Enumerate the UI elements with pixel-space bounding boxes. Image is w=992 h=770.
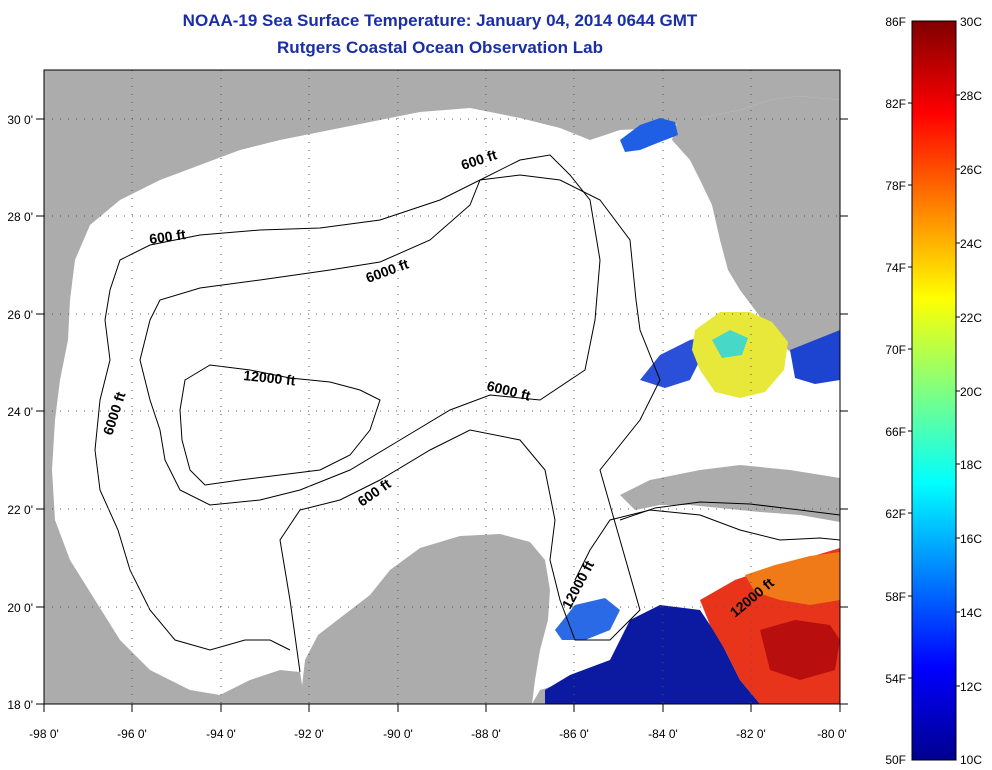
colorbar-label-c: 16C: [960, 532, 982, 546]
sst-patch-caribbean-orange: [745, 552, 840, 605]
colorbar-label-f: 58F: [885, 590, 906, 604]
colorbar-label-f: 78F: [885, 179, 906, 193]
sst-patch-caribbean-navy: [545, 605, 760, 704]
lat-label: 22 0': [7, 503, 33, 517]
contour-12000ft: [179, 364, 381, 486]
colorbar-label-c: 24C: [960, 237, 982, 251]
colorbar-label-f: 62F: [885, 507, 906, 521]
colorbar-ticks: [908, 94, 960, 687]
contour-6000ft: [139, 154, 601, 506]
contour-label: 600 ft: [148, 226, 187, 247]
land-florida: [672, 96, 840, 360]
lon-label: -84 0': [648, 727, 678, 741]
colorbar-label-c: 30C: [960, 15, 982, 29]
lon-label: -92 0': [294, 727, 324, 741]
bathymetry-contours: [94, 154, 840, 673]
lon-label: -80 0': [817, 727, 847, 741]
sst-patch-florida-cyan: [712, 330, 748, 358]
colorbar-label-f: 66F: [885, 425, 906, 439]
lon-label: -94 0': [206, 727, 236, 741]
lat-label: 24 0': [7, 405, 33, 419]
lon-label: -88 0': [471, 727, 501, 741]
colorbar-label-c: 26C: [960, 163, 982, 177]
land-mainland-west: [44, 70, 840, 704]
colorbar-label-c: 28C: [960, 89, 982, 103]
sst-patch-caribbean-darkred: [760, 620, 840, 680]
sst-patch-keys-blue: [790, 330, 840, 384]
lat-label: 26 0': [7, 308, 33, 322]
contour-cuba-shelf: [619, 501, 840, 521]
map-frame: [43, 69, 841, 705]
lat-label: 20 0': [7, 601, 33, 615]
colorbar-label-f: 86F: [885, 15, 906, 29]
colorbar-label-c: 14C: [960, 606, 982, 620]
colorbar-label-f: 74F: [885, 261, 906, 275]
lon-label: -82 0': [736, 727, 766, 741]
colorbar-label-c: 12C: [960, 680, 982, 694]
contour-600ft: [94, 174, 661, 673]
map-title: NOAA-19 Sea Surface Temperature: January…: [182, 11, 698, 30]
contour-label: 12000 ft: [243, 367, 297, 388]
contour-12000ft-yucatan: [574, 509, 840, 581]
lon-label: -96 0': [117, 727, 147, 741]
lat-label: 28 0': [7, 210, 33, 224]
colorbar-label-f: 82F: [885, 97, 906, 111]
colorbar-label-c: 20C: [960, 385, 982, 399]
lat-label: 30 0': [7, 113, 33, 127]
lat-label: 18 0': [7, 698, 33, 712]
colorbar-label-f: 54F: [885, 672, 906, 686]
colorbar-label-c: 18C: [960, 458, 982, 472]
map-subtitle: Rutgers Coastal Ocean Observation Lab: [277, 38, 603, 57]
lon-label: -90 0': [383, 727, 413, 741]
land-yucatan: [300, 534, 550, 704]
colorbar: [911, 20, 957, 761]
colorbar-label-f: 70F: [885, 343, 906, 357]
lon-label: -98 0': [29, 727, 59, 741]
map-ticks: [36, 118, 848, 712]
colorbar-label-f: 50F: [885, 753, 906, 767]
lon-label: -86 0': [559, 727, 589, 741]
colorbar-label-c: 10C: [960, 753, 982, 767]
colorbar-label-c: 22C: [960, 311, 982, 325]
